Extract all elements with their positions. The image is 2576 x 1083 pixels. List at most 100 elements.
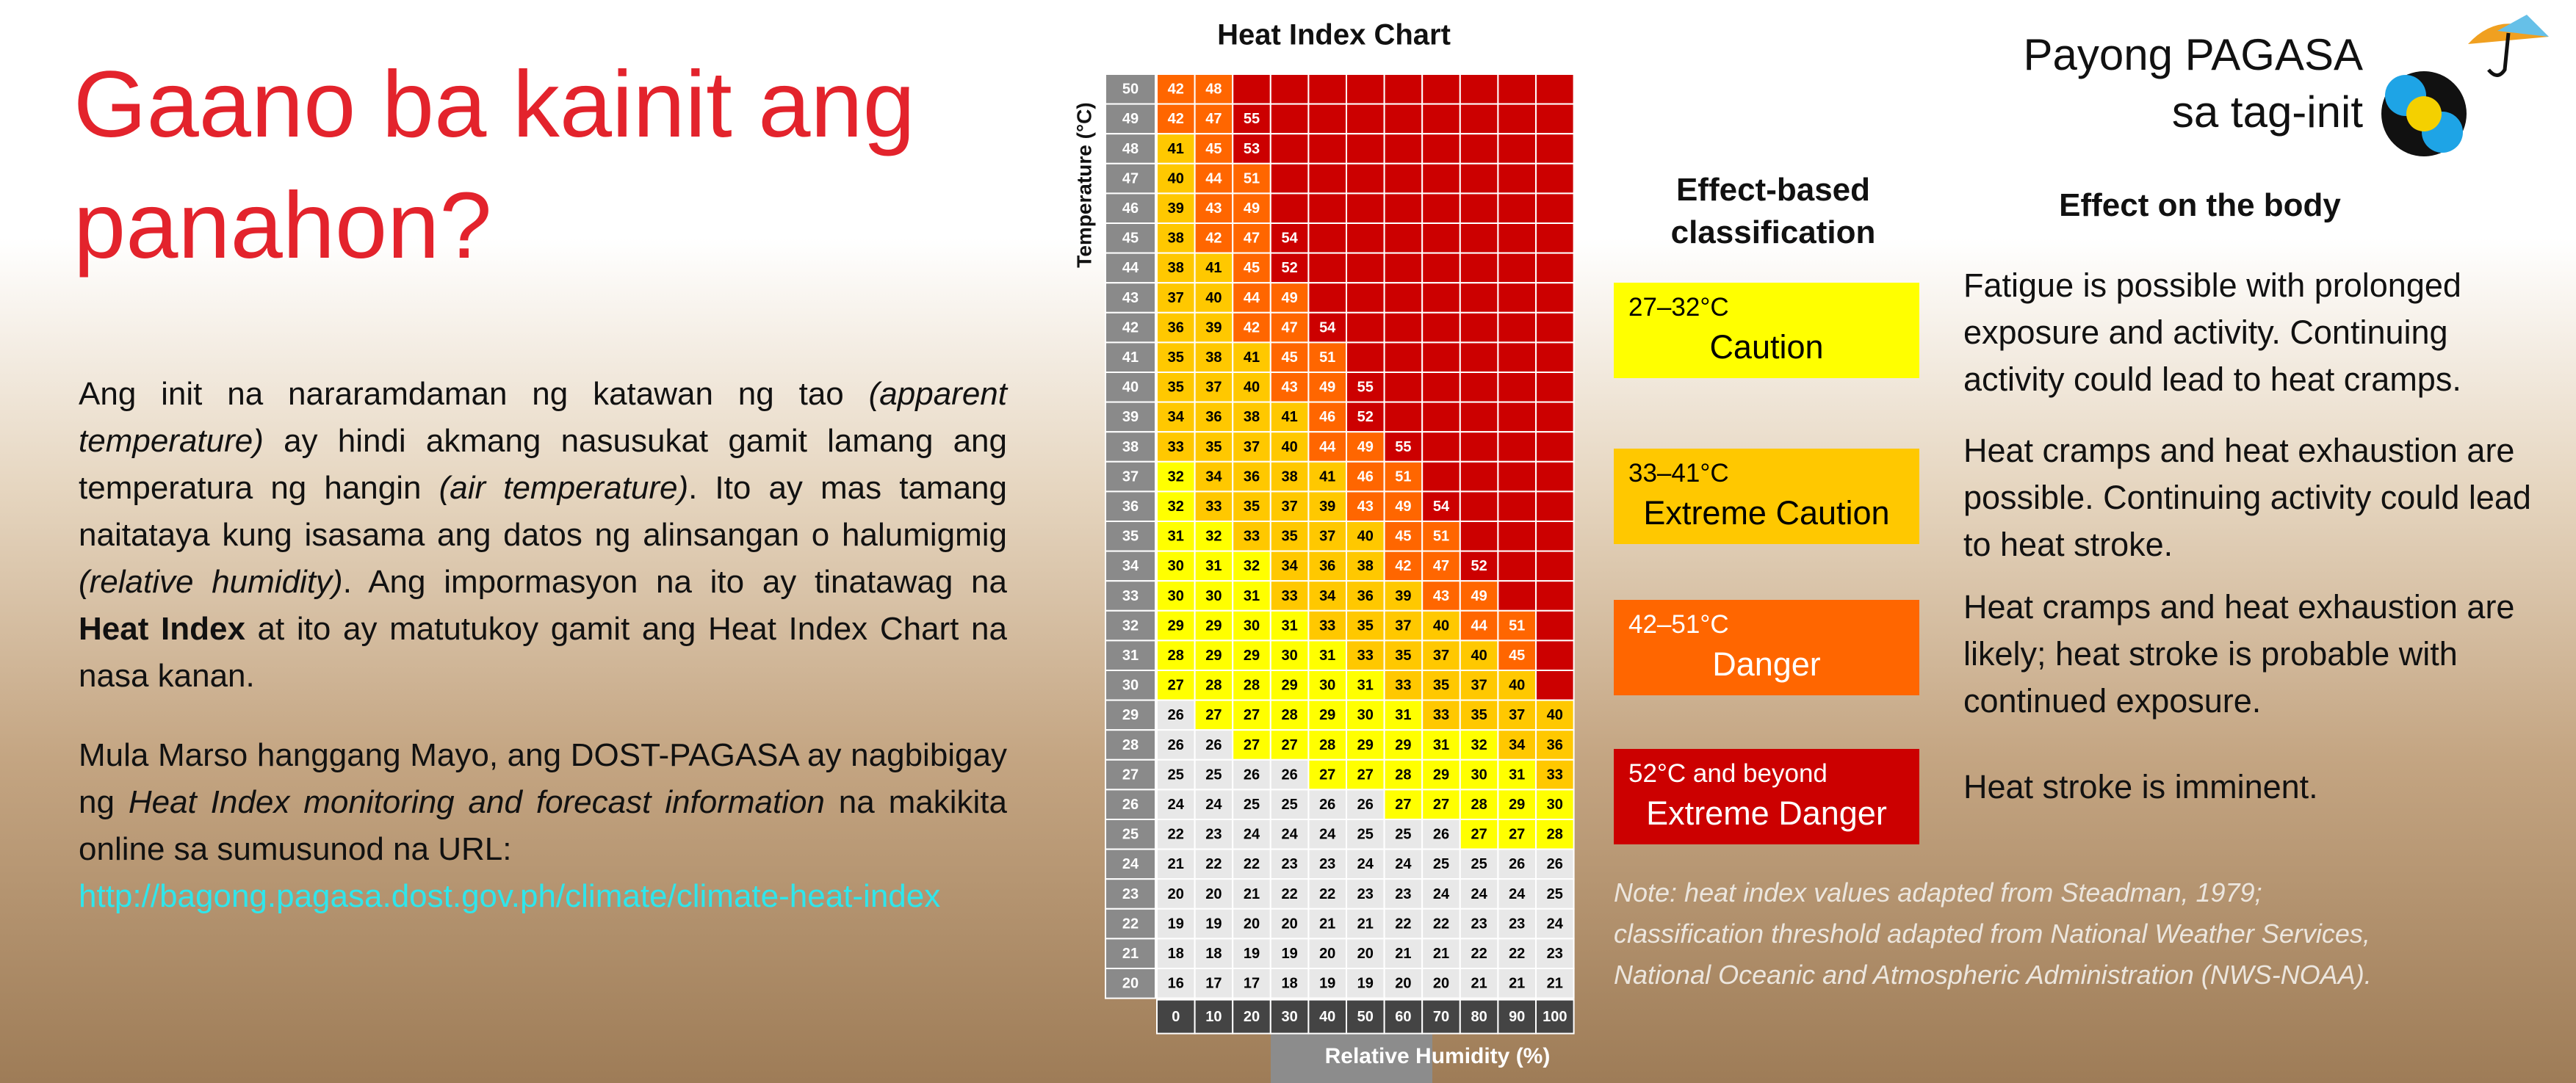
heat-cell: [1421, 311, 1461, 344]
heat-cell: [1383, 133, 1424, 164]
heat-value: 28: [1244, 678, 1260, 694]
heat-value: 29: [1319, 707, 1335, 723]
heat-cell: [1269, 670, 1310, 701]
brand-line: Payong PAGASA: [2023, 30, 2363, 79]
heat-value: 40: [1509, 678, 1525, 694]
heat-cell: [1232, 73, 1271, 105]
heat-cell: [1307, 460, 1348, 493]
heat-value: 27: [1357, 767, 1374, 783]
heat-value: 30: [1244, 617, 1260, 634]
heat-cell: [1535, 252, 1575, 284]
heat-cell: [1459, 401, 1499, 433]
heat-cell: [1535, 162, 1575, 195]
heat-value: 36: [1547, 737, 1563, 753]
heat-cell: [1269, 162, 1310, 195]
heat-value: 23: [1205, 827, 1222, 843]
column-label: 60: [1395, 1009, 1411, 1025]
heat-cell: [1421, 103, 1461, 135]
heat-value: 28: [1281, 707, 1297, 723]
heat-cell: [1194, 968, 1234, 999]
heat-cell: [1421, 282, 1461, 314]
heat-cell: [1497, 640, 1537, 672]
heat-value: 28: [1168, 648, 1184, 664]
heat-value: 25: [1244, 797, 1260, 813]
heat-cell: [1535, 908, 1575, 940]
url-link[interactable]: http://bagong.pagasa.dost.gov.ph/climate…: [79, 878, 941, 914]
heat-cell: [1535, 341, 1575, 373]
heat-value: 37: [1168, 290, 1184, 306]
heat-value: 17: [1205, 976, 1222, 992]
heat-value: 20: [1395, 976, 1411, 992]
heat-value: 40: [1547, 707, 1563, 723]
heat-value: 29: [1205, 648, 1222, 664]
heat-cell: [1346, 908, 1385, 940]
heat-cell: [1269, 192, 1310, 224]
heat-value: 26: [1433, 827, 1449, 843]
row-label: 28: [1122, 737, 1139, 753]
heat-value: 28: [1547, 827, 1563, 843]
heat-value: 29: [1281, 678, 1297, 694]
heat-cell: [1269, 640, 1310, 672]
heat-cell: [1307, 341, 1348, 373]
heat-value: 26: [1168, 707, 1184, 723]
heat-value: 41: [1281, 409, 1297, 425]
column-label-cell: [1535, 999, 1575, 1035]
heat-value: 28: [1471, 797, 1487, 813]
heat-cell: [1307, 908, 1348, 940]
heat-value: 36: [1168, 319, 1184, 336]
heat-value: 33: [1281, 588, 1297, 604]
heat-value: 35: [1357, 617, 1374, 634]
heat-cell: [1497, 460, 1537, 493]
row-label-cell: [1105, 401, 1156, 433]
heat-value: 45: [1281, 349, 1297, 366]
heat-value: 43: [1357, 499, 1374, 515]
heat-cell: [1307, 222, 1348, 254]
heat-value: 32: [1244, 558, 1260, 574]
heat-value: 29: [1395, 737, 1411, 753]
heat-value: 19: [1357, 976, 1374, 992]
row-label: 21: [1122, 946, 1139, 962]
column-label-cell: [1307, 999, 1348, 1035]
heat-cell: [1232, 341, 1271, 373]
column-label: 70: [1433, 1009, 1449, 1025]
heat-cell: [1459, 789, 1499, 821]
heat-cell: [1497, 401, 1537, 433]
row-label: 37: [1122, 468, 1139, 485]
heat-value: 44: [1205, 170, 1222, 186]
heat-cell: [1232, 640, 1271, 672]
heat-value: 38: [1357, 558, 1374, 574]
row-label-cell: [1105, 341, 1156, 373]
heat-cell: [1346, 580, 1385, 612]
heat-cell: [1421, 848, 1461, 880]
heat-cell: [1497, 341, 1537, 373]
heat-value: 29: [1509, 797, 1525, 813]
heat-cell: [1232, 938, 1271, 970]
heat-value: 35: [1168, 349, 1184, 366]
heat-cell: [1346, 848, 1385, 880]
heat-value: 40: [1281, 439, 1297, 455]
column-label-cell: [1421, 999, 1461, 1035]
heat-value: 21: [1547, 976, 1563, 992]
heat-cell: [1269, 103, 1310, 135]
heat-cell: [1346, 311, 1385, 344]
heat-value: 34: [1509, 737, 1526, 753]
heat-value: 43: [1281, 380, 1297, 396]
heat-value: 26: [1244, 767, 1260, 783]
heat-cell: [1156, 103, 1196, 135]
heat-value: 20: [1168, 886, 1184, 902]
heat-value: 48: [1205, 82, 1222, 98]
heat-cell: [1497, 550, 1537, 582]
heat-value: 30: [1281, 648, 1297, 664]
heat-value: 40: [1433, 617, 1449, 634]
heat-cell: [1535, 282, 1575, 314]
heat-value: 22: [1471, 946, 1487, 962]
heat-value: 37: [1205, 380, 1222, 396]
heat-cell: [1535, 729, 1575, 761]
heat-cell: [1194, 162, 1234, 195]
y-axis-label: Temperature (°C): [1072, 102, 1095, 267]
heat-value: 31: [1319, 648, 1335, 664]
heat-value: 51: [1395, 468, 1411, 485]
pagasa-logo: [2381, 15, 2549, 156]
heat-value: 33: [1168, 439, 1184, 455]
